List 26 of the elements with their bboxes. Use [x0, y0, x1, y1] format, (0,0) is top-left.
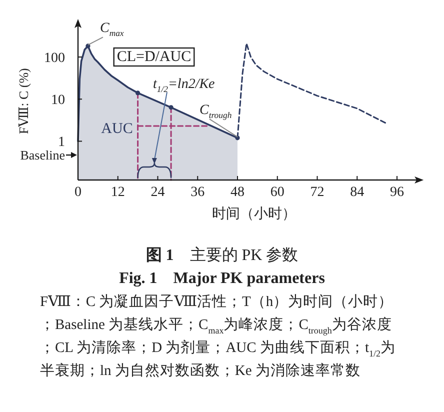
x-tick-label: 96	[390, 185, 404, 200]
text: FⅧ：C 为凝血因子Ⅷ活性；T（h）为时间（小时）；Baseline 为基线水平；C$_{max}$为峰浓度；C$_{trough}$为谷浓度；CL 为清除率；D 为剂量；AUC 为曲线下面积；t$_{1/2}$为半衰期；ln 为自然对数函数；Ke 为消除速率常数	[40, 294, 396, 379]
text: 图 1 主要的 PK 参数	[146, 246, 298, 264]
annotation: C$_{trough}$	[200, 102, 238, 138]
text: Fig. 1 Major PK parameters	[119, 270, 325, 287]
y-tick-label: 100	[44, 51, 65, 66]
x-tick-label: 24	[150, 185, 165, 200]
x-tick-label: 0	[74, 185, 82, 200]
annotation: C$_{trough}$	[200, 102, 232, 120]
annotation: CL=D/AUC	[113, 47, 195, 67]
annotation: CL=D/AUC	[116, 49, 192, 65]
y-axis-title: FⅧ: C (%)	[16, 68, 31, 134]
annotation: C$_{max}$	[87, 20, 124, 46]
y-tick-label: 10	[51, 93, 65, 108]
annotation: AUC	[101, 121, 133, 137]
x-tick-label: 72	[310, 185, 324, 200]
x-tick-label: 12	[110, 185, 125, 200]
x-axis-title: 时间（小时）	[212, 206, 296, 222]
y-tick-label: 1	[58, 135, 65, 150]
annotation: t$_{1/2}$=ln2/Ke	[153, 77, 215, 94]
x-tick-label: 84	[350, 185, 364, 200]
x-tick-label: 36	[190, 185, 205, 200]
y-tick-label: Baseline	[20, 148, 66, 163]
x-tick-label: 60	[270, 185, 284, 200]
annotation: C$_{max}$	[100, 20, 124, 38]
x-tick-label: 48	[230, 185, 244, 200]
